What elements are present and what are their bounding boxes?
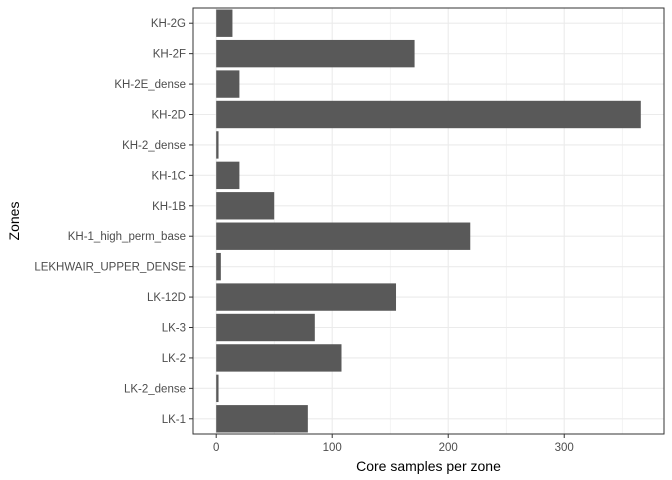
panel-border [192, 7, 665, 435]
x-axis-title: Core samples per zone [356, 458, 501, 474]
bar [216, 283, 397, 311]
x-tick-label: 0 [213, 442, 219, 454]
x-tick-label: 300 [555, 442, 574, 454]
bar [216, 313, 315, 342]
ticks-layer: LK-1 LK-2_dense LK-2 LK-3 LK-12D LEKHWAIR_UPP… [34, 18, 574, 454]
y-tick-label: KH-2G [151, 18, 186, 30]
y-tick-label: LK-12D [147, 292, 186, 304]
bar [216, 222, 471, 250]
y-tick-label: KH-1B [152, 201, 186, 213]
y-tick-label: KH-2_dense [122, 140, 186, 152]
bar [216, 192, 275, 220]
bar [216, 161, 240, 190]
bar [216, 9, 233, 37]
bar [216, 39, 415, 68]
y-tick-label: LK-2 [162, 353, 186, 365]
y-tick-label: KH-2D [151, 110, 186, 122]
y-axis-title: Zones [6, 202, 22, 241]
bar [216, 374, 219, 403]
bar [216, 344, 342, 372]
y-tick-label: KH-1C [151, 170, 186, 182]
y-tick-label: LK-2_dense [124, 383, 186, 395]
y-tick-label: KH-1_high_perm_base [68, 231, 186, 243]
bars-layer [216, 9, 641, 433]
y-tick-label: LK-3 [162, 323, 186, 335]
bar [216, 252, 221, 281]
y-tick-label: KH-2E_dense [114, 79, 186, 91]
y-tick-label: LK-1 [162, 414, 186, 426]
bar [216, 405, 308, 433]
bar [216, 131, 219, 159]
x-tick-label: 200 [439, 442, 458, 454]
y-tick-label: LEKHWAIR_UPPER_DENSE [34, 262, 186, 274]
bar [216, 70, 240, 98]
y-tick-label: KH-2F [153, 49, 186, 61]
x-tick-label: 100 [323, 442, 342, 454]
bar [216, 100, 641, 129]
